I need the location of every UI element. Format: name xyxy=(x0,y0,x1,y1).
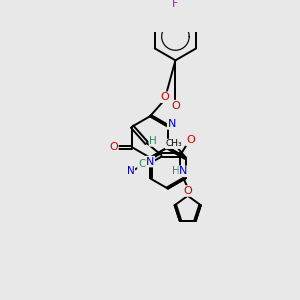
Text: N: N xyxy=(168,119,176,129)
Text: F: F xyxy=(172,0,178,9)
Text: O: O xyxy=(183,186,192,196)
Text: N: N xyxy=(179,167,188,176)
Text: H: H xyxy=(172,167,179,176)
Text: O: O xyxy=(171,101,180,111)
Text: N: N xyxy=(127,167,134,176)
Text: O: O xyxy=(109,142,118,152)
Text: N: N xyxy=(146,157,154,166)
Text: H: H xyxy=(149,136,157,146)
Text: C: C xyxy=(138,159,145,169)
Text: CH₃: CH₃ xyxy=(166,139,182,148)
Text: O: O xyxy=(161,92,170,102)
Text: O: O xyxy=(186,135,195,146)
